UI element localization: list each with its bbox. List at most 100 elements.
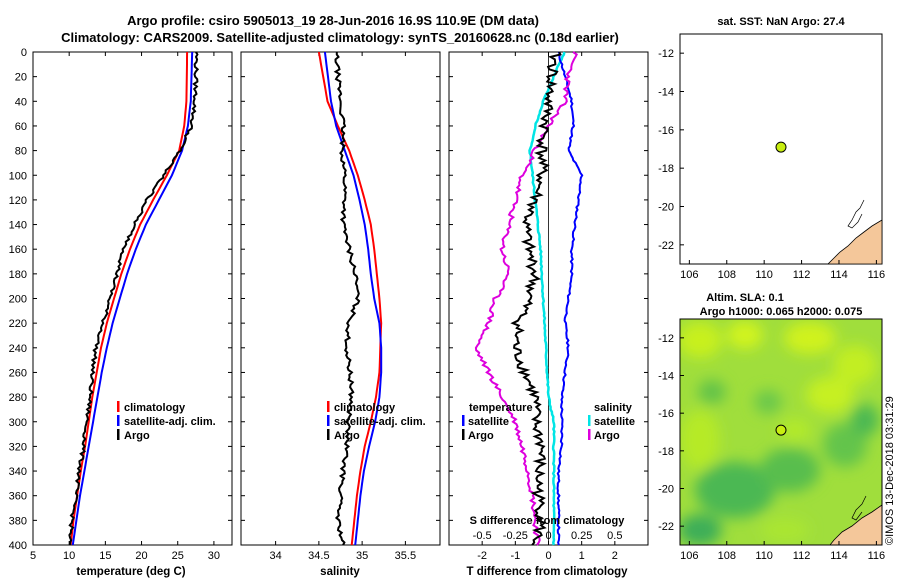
sst_map-lon-label: 108 [718,269,736,281]
depth-tick-label: 300 [9,417,27,429]
legend-label-argo: Argo [334,430,360,442]
sla_map-lon-label: 106 [680,550,698,562]
sla-blob [779,418,811,442]
depth-tick-label: 360 [9,491,27,503]
legend-swatch-argo [117,429,120,440]
sst_map-lon-label: 106 [680,269,698,281]
sla-map-axes: 106 108 110 112 114 116 -12 -14 -16 -18 -20 -22 [658,333,885,562]
salinity-xtick-label: 35 [356,550,368,562]
sla_map-lat-label: -16 [658,408,674,420]
difference-top-xlabel: S difference from climatology [470,515,626,527]
sla_map-lon-label: 112 [793,550,811,562]
depth-tick-label: 60 [15,121,27,133]
depth-tick-label: 260 [9,367,27,379]
depth-axis: 0 20 40 60 80 100 120 140 160 180 200 220 240 260 280 3… [9,47,648,552]
depth-tick-label: 380 [9,515,27,527]
salinity-xtick-label: 34.5 [308,550,329,562]
coastline-island [847,199,865,229]
legend-label-t-satellite: satellite [468,416,509,428]
imos-watermark: ©IMOS 13-Dec-2018 03:31:29 [884,396,896,545]
difference-xlabel: T difference from climatology [466,566,628,578]
legend-label-t-argo: Argo [468,430,494,442]
sla-blob [754,390,782,414]
temperature-plot: 5 10 15 20 25 30 [30,51,220,562]
sla-blob [761,518,809,542]
temperature-xtick-label: 30 [208,550,220,562]
temperature-xlabel: temperature (deg C) [76,566,185,578]
temperature-series-argo [68,51,200,546]
legend-label-argo: Argo [124,430,150,442]
salinity-legend: climatology satellite-adj. clim. Argo [327,401,426,442]
temperature-panel-frame [32,51,233,546]
sla-field-blobs [680,321,879,545]
salinity-series-satellite-adj-clim- [323,51,383,546]
depth-tick-label: 240 [9,343,27,355]
temperature-legend: climatology satellite-adj. clim. Argo [117,401,216,442]
legend-label-s-argo: Argo [594,430,620,442]
sst_map-lat-label: -14 [658,87,674,99]
sla_map-lon-label: 110 [755,550,773,562]
sla-blob [833,345,877,385]
legend-swatch-s-argo [588,429,591,440]
difference-top-tick-label: -0.5 [473,530,492,542]
sla_map-lon-label: 116 [868,550,886,562]
difference-xtick-label: 2 [612,550,618,562]
difference-series-s-satellite [528,51,566,546]
depth-tick-label: 80 [15,146,27,158]
sla-blob [806,377,854,413]
temperature-xtick-label: 10 [63,550,75,562]
sla_map-lon-label: 114 [830,550,848,562]
legend-swatch-t-satellite [462,415,465,426]
sla-blob [760,448,820,492]
salinity-xtick-label: 34 [269,550,281,562]
depth-tick-label: 320 [9,441,27,453]
legend-swatch-satellite [327,415,330,426]
temperature-xtick-label: 25 [172,550,184,562]
sst_map-lon-label: 114 [830,269,848,281]
sst-map-axes: 106 108 110 112 114 116 -12 -14 -16 -18 -20 -22 [658,48,885,281]
difference-top-tick-label: 0.25 [571,530,592,542]
temperature-xtick-label: 20 [135,550,147,562]
sla-blob [851,404,879,436]
difference-top-tick-label: 0.5 [607,530,622,542]
salinity-xlabel: salinity [320,566,360,578]
sla-map-title-line1: Altim. SLA: 0.1 [706,292,784,304]
depth-tick-label: 180 [9,269,27,281]
difference-xtick-label: -1 [510,550,520,562]
difference-series-t-argo [510,51,562,546]
difference-xtick-label: 1 [579,550,585,562]
sst_map-lat-label: -20 [658,202,674,214]
sla-blob [784,322,836,354]
sla-blob [823,423,867,467]
temperature-series-satellite-adj-clim- [71,51,194,546]
temperature-xtick-label: 15 [99,550,111,562]
depth-tick-label: 280 [9,392,27,404]
sla_map-lat-label: -20 [658,484,674,496]
salinity-panel-frame [240,51,441,546]
coastline-island [851,495,867,521]
difference-legend: temperature satellite Argo salinity sate… [462,402,635,527]
legend-title-salinity: salinity [594,402,633,414]
sla-map-frame [679,318,883,546]
legend-swatch-climatology [327,401,330,412]
coastline-land [829,504,882,545]
temperature-series-climatology [69,51,189,546]
difference-top-tick-label: -0.25 [503,530,528,542]
difference-series-t-satellite [556,51,584,546]
depth-tick-label: 20 [15,72,27,84]
salinity-series-argo [333,52,361,546]
sla_map-lon-label: 108 [718,550,736,562]
depth-tick-label: 120 [9,195,27,207]
sla-blob [680,514,722,545]
salinity-plot: 34 34.5 35 35.5 [269,51,416,562]
difference-series-s-argo [474,51,578,546]
legend-swatch-t-argo [462,429,465,440]
sst_map-argo-marker [775,141,787,153]
figure-title-line2: Climatology: CARS2009. Satellite-adjuste… [61,30,619,45]
sst-map-title: sat. SST: NaN Argo: 27.4 [717,16,845,28]
sla_map-lat-label: -12 [658,333,674,345]
legend-swatch-s-satellite [588,415,591,426]
sla_map-lat-label: -14 [658,371,674,383]
